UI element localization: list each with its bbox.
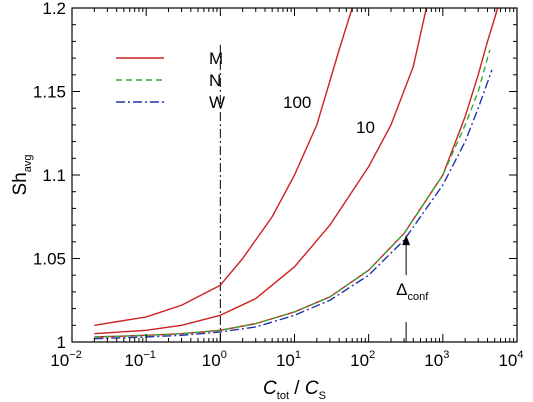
series-line-m-100 (94, 8, 353, 326)
curve-label-10: 10 (356, 118, 375, 137)
series-line-n-3 (94, 49, 491, 338)
x-tick-label: 10−2 (50, 349, 81, 370)
x-tick-label: 104 (498, 349, 523, 370)
tick-marks (71, 7, 518, 343)
y-tick-label: 1 (57, 333, 66, 352)
series-line-w-4 (94, 69, 493, 340)
y-tick-label: 1.1 (42, 166, 66, 185)
y-tick-label: 1.15 (33, 83, 66, 102)
x-tick-label: 101 (276, 349, 301, 370)
series-group (94, 8, 499, 340)
legend-label-m: M (209, 49, 223, 68)
series-line-m-10 (94, 8, 428, 335)
x-tick-label: 100 (202, 349, 227, 370)
legend: MNW (116, 49, 225, 112)
plot-area: 100 10 Δconf 10−2 10−1 100 101 102 103 104 1 1.05 1.… (10, 0, 524, 402)
y-tick-label: 1.05 (33, 250, 66, 269)
x-tick-label: 103 (424, 349, 449, 370)
annotation-delta-conf: Δconf (396, 280, 429, 303)
x-axis-label: Ctot / CS (263, 378, 326, 402)
x-tick-label: 102 (350, 349, 375, 370)
x-tick-label: 10−1 (124, 349, 155, 370)
curve-label-100: 100 (283, 93, 311, 112)
legend-label-w: W (209, 93, 225, 112)
y-tick-label: 1.2 (42, 0, 66, 18)
annotation-arrow-head (402, 235, 411, 246)
y-axis-label: Shavg (10, 155, 34, 196)
legend-label-n: N (209, 71, 221, 90)
